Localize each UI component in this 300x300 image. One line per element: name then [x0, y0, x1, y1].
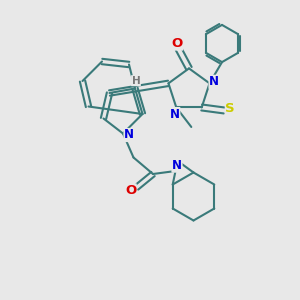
Text: H: H: [132, 76, 140, 86]
Text: O: O: [125, 184, 136, 197]
Text: N: N: [172, 159, 182, 172]
Text: O: O: [171, 37, 183, 50]
Text: N: N: [170, 108, 180, 121]
Text: N: N: [124, 128, 134, 142]
Text: S: S: [225, 103, 235, 116]
Text: N: N: [209, 75, 219, 88]
